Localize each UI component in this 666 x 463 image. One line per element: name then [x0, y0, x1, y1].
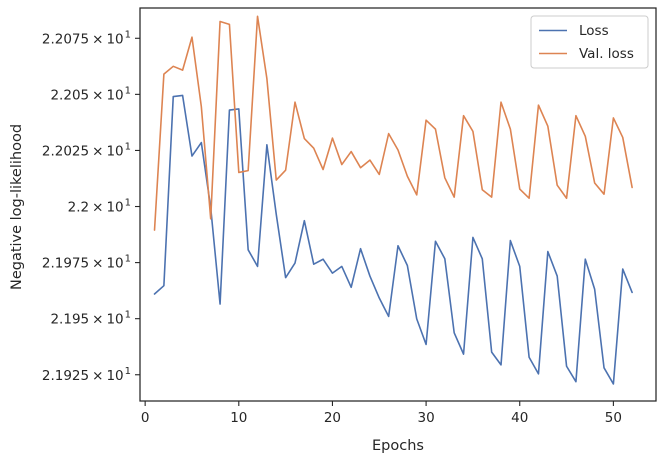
- loss-series-line: [153, 94, 633, 385]
- val-loss-series-line: [153, 15, 633, 231]
- y-axis-label: Negative log-likelihood: [9, 124, 25, 290]
- x-tick-label: 0: [141, 410, 150, 426]
- y-tick-label: 2.195 × 101: [50, 310, 131, 328]
- y-tick-label: 2.205 × 101: [50, 85, 131, 103]
- y-tick-label: 2.2025 × 101: [42, 141, 131, 159]
- y-axis: 2.1925 × 101 2.195 × 101 2.1975 × 101 2.2 × 101 2.20…: [42, 29, 140, 384]
- x-tick-label: 40: [511, 410, 528, 426]
- y-tick-label: 2.2 × 101: [68, 198, 131, 216]
- plot-frame: [139, 7, 657, 402]
- x-axis: 0 10 20 30 40 50: [141, 401, 622, 426]
- plot-area: [153, 15, 633, 385]
- legend-label-loss: Loss: [579, 23, 609, 39]
- legend-label-val-loss: Val. loss: [579, 46, 634, 62]
- y-tick-label: 2.1975 × 101: [42, 254, 131, 272]
- y-tick-label: 2.1925 × 101: [42, 366, 131, 384]
- x-tick-label: 10: [230, 410, 247, 426]
- x-tick-label: 20: [324, 410, 341, 426]
- x-tick-label: 50: [605, 410, 622, 426]
- x-axis-label: Epochs: [372, 438, 424, 454]
- y-tick-label: 2.2075 × 101: [42, 29, 131, 47]
- legend-box: [530, 15, 649, 69]
- legend: Loss Val. loss: [530, 15, 649, 69]
- x-tick-label: 30: [418, 410, 435, 426]
